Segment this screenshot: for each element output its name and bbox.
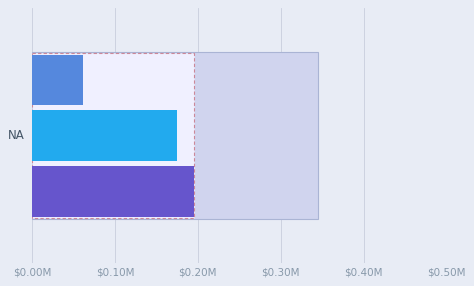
Bar (32, 166, 194, 217)
Bar (32, 110, 177, 161)
FancyBboxPatch shape (32, 53, 194, 218)
Bar (32, 52, 318, 219)
Bar (32, 55, 83, 106)
